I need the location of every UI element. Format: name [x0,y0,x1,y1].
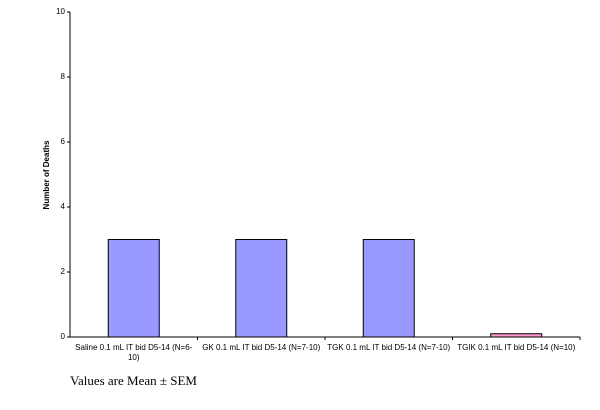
y-tick-label: 2 [61,267,66,276]
bar [490,333,543,338]
x-tick-label: TGIK 0.1 mL IT bid D5-14 (N=10) [457,343,576,352]
y-tick-label: 0 [61,332,66,341]
y-tick-label: 8 [61,72,66,81]
x-tick-label: GK 0.1 mL IT bid D5-14 (N=7-10) [202,343,321,352]
bar [107,239,160,338]
footnote: Values are Mean ± SEM [70,373,197,388]
y-axis-title: Number of Deaths [42,140,51,209]
bar [362,239,415,338]
x-tick-label: TGK 0.1 mL IT bid D5-14 (N=7-10) [327,343,451,352]
y-tick-label: 10 [56,7,65,16]
bar [235,239,288,338]
x-tick-label: Saline 0.1 mL IT bid D5-14 (N=6-10) [75,343,193,362]
y-tick-label: 4 [61,202,66,211]
y-tick-label: 6 [61,137,66,146]
